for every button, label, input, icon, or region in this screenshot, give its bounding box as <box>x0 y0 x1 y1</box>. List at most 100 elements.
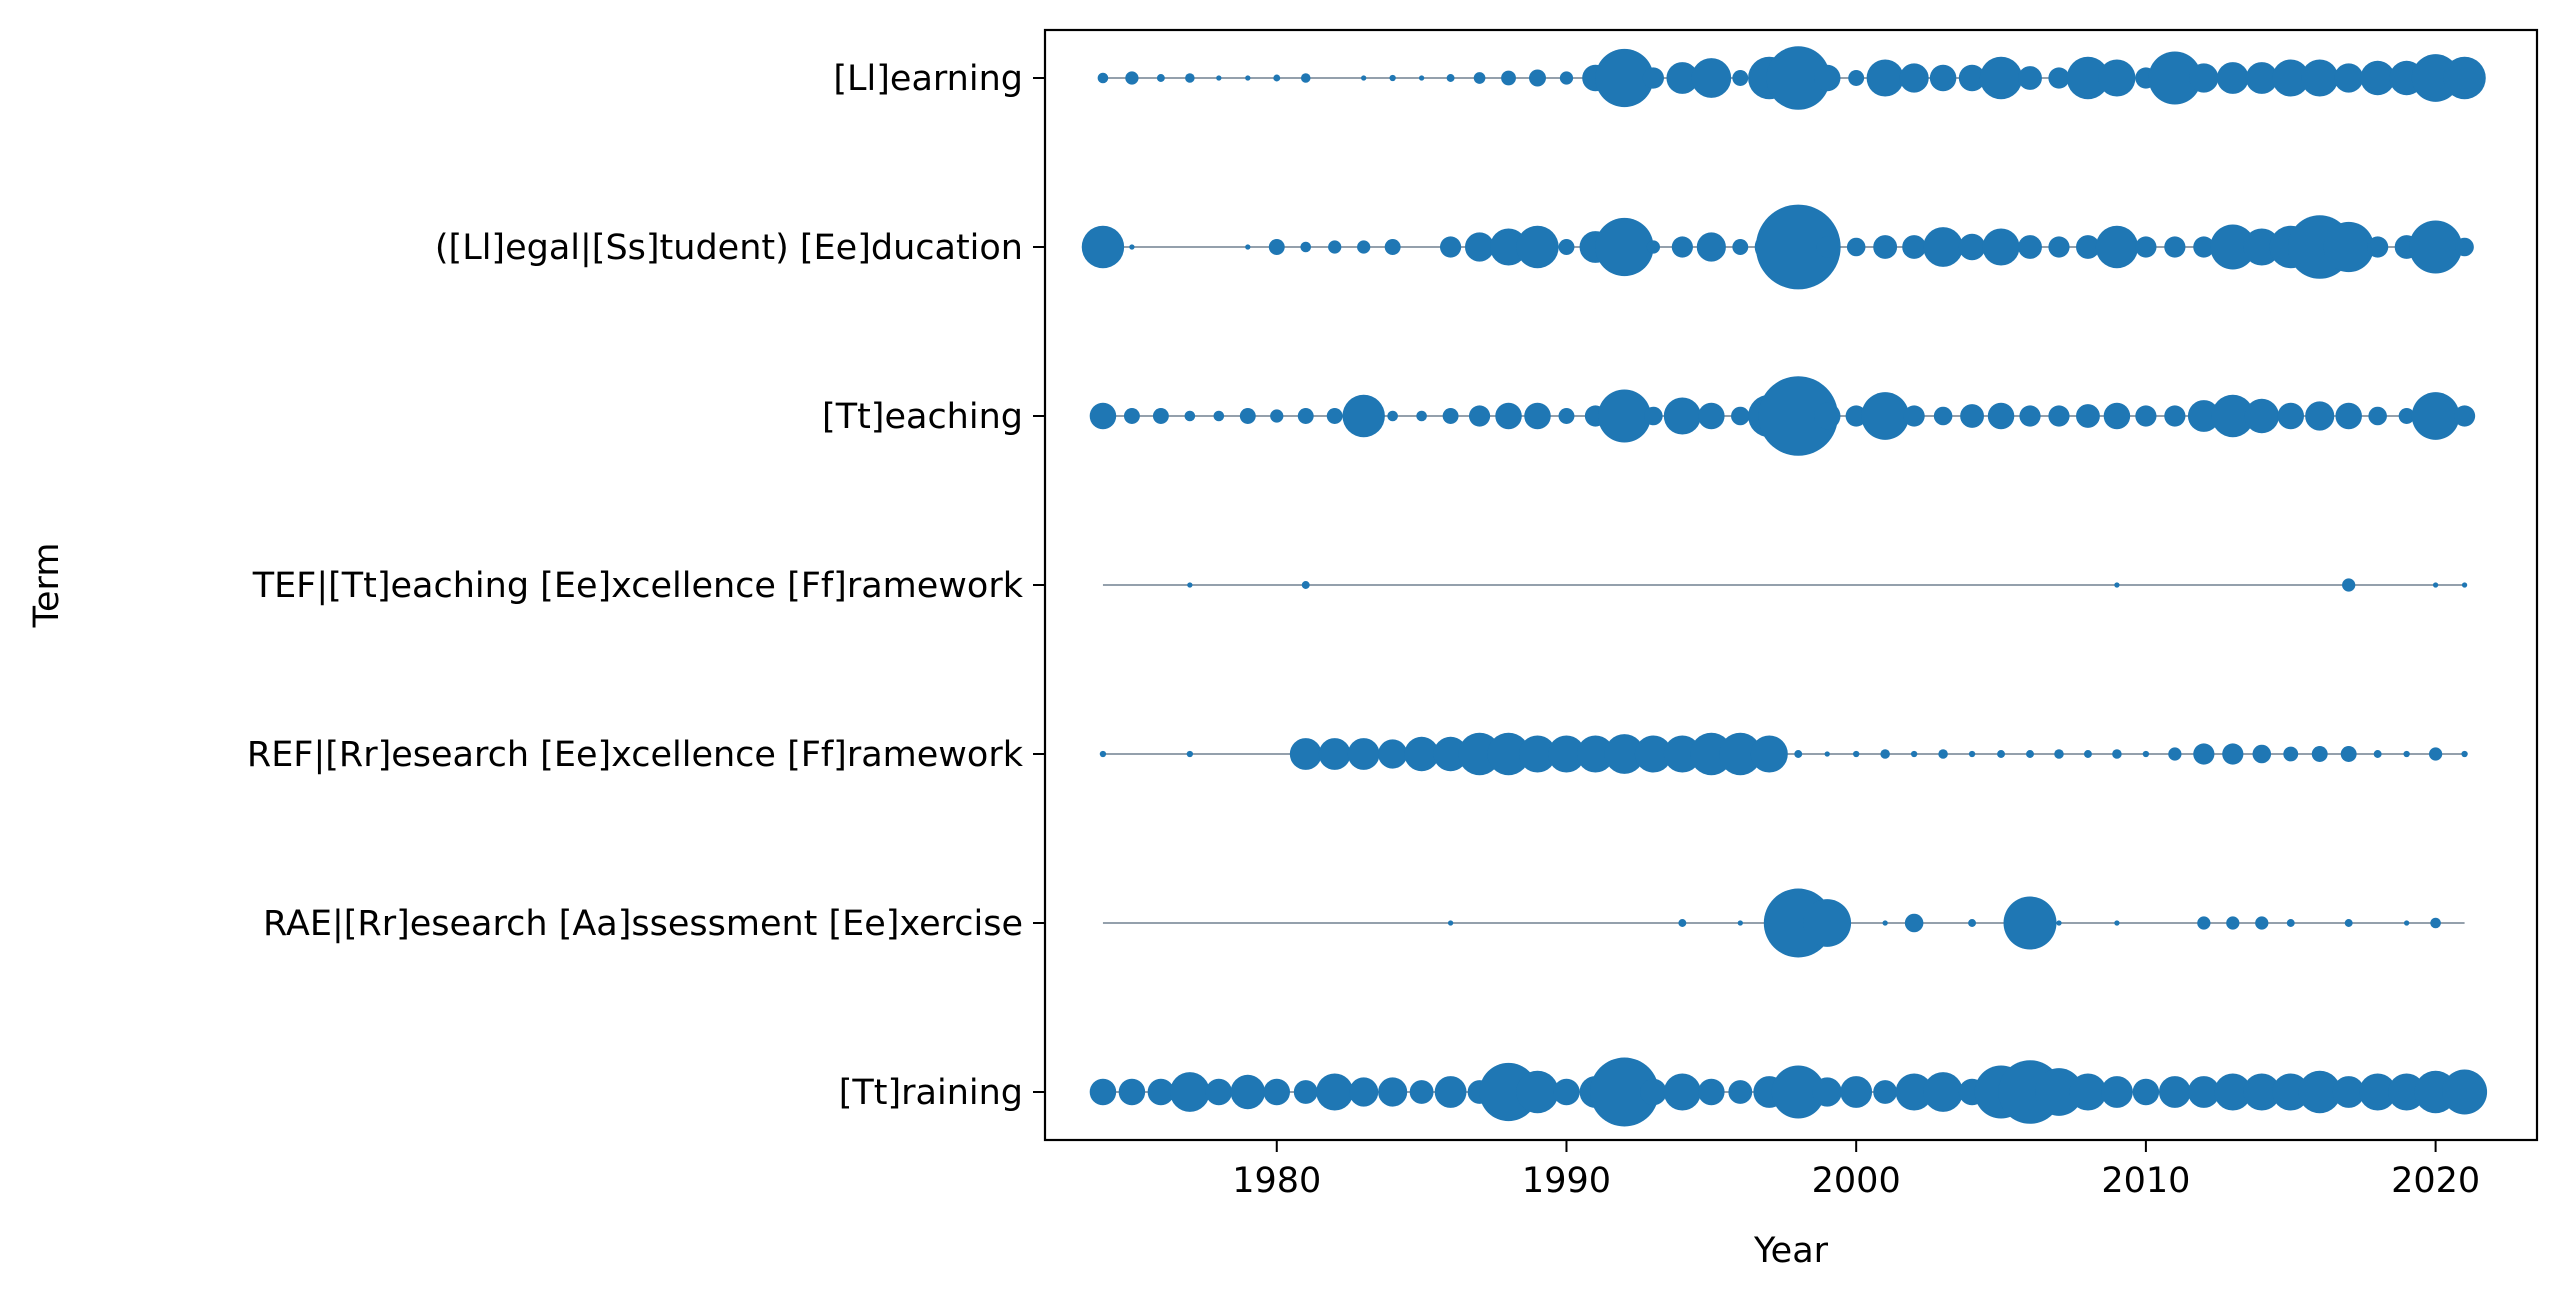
point-ll-egal-ss-tudent-ee-ducation-1999 <box>1816 236 1838 258</box>
point-ref-rr-esearch-ee-xcellence-ff-ramework-1992 <box>1604 734 1645 774</box>
point-ll-egal-ss-tudent-ee-ducation-2003 <box>1923 227 1963 267</box>
point-ll-egal-ss-tudent-ee-ducation-2009 <box>2095 225 2139 269</box>
point-tt-eaching-1985 <box>1416 410 1427 422</box>
point-rae-rr-esearch-aa-ssessment-ee-xercise-1986 <box>1447 920 1454 926</box>
point-ref-rr-esearch-ee-xcellence-ff-ramework-1991 <box>1576 735 1614 773</box>
point-tt-eaching-1989 <box>1524 402 1551 430</box>
point-ref-rr-esearch-ee-xcellence-ff-ramework-2002 <box>1910 750 1918 758</box>
y-tick-label-ll-egal-ss-tudent-ee-ducation: ([Ll]egal|[Ss]tudent) [Ee]ducation <box>435 228 1023 268</box>
point-tt-raining-1977 <box>1169 1072 1210 1112</box>
point-ref-rr-esearch-ee-xcellence-ff-ramework-1981 <box>1289 738 1322 770</box>
point-ref-rr-esearch-ee-xcellence-ff-ramework-1983 <box>1347 738 1380 770</box>
point-ll-earning-1974 <box>1097 72 1109 84</box>
point-ll-earning-2007 <box>2048 67 2070 89</box>
point-ll-earning-2006 <box>2018 66 2042 90</box>
point-tt-eaching-2018 <box>2368 406 2387 426</box>
point-rae-rr-esearch-aa-ssessment-ee-xercise-2009 <box>2114 920 2120 926</box>
point-ref-rr-esearch-ee-xcellence-ff-ramework-2009 <box>2112 749 2122 759</box>
point-tt-eaching-2021 <box>2453 405 2476 427</box>
point-ll-egal-ss-tudent-ee-ducation-2013 <box>2210 224 2256 270</box>
point-rae-rr-esearch-aa-ssessment-ee-xercise-1999 <box>1803 899 1852 947</box>
point-ll-earning-1989 <box>1529 69 1546 87</box>
point-tt-raining-1980 <box>1263 1078 1291 1106</box>
point-tt-eaching-1981 <box>1297 408 1314 424</box>
point-ll-egal-ss-tudent-ee-ducation-2017 <box>2323 221 2374 273</box>
point-tt-eaching-1996 <box>1731 406 1750 426</box>
point-ref-rr-esearch-ee-xcellence-ff-ramework-1977 <box>1186 750 1194 758</box>
point-rae-rr-esearch-aa-ssessment-ee-xercise-2015 <box>2286 919 2295 927</box>
point-ref-rr-esearch-ee-xcellence-ff-ramework-1994 <box>1663 735 1701 773</box>
point-tt-eaching-1999 <box>1813 402 1841 430</box>
point-tt-raining-2007 <box>2035 1068 2083 1116</box>
point-tt-raining-1995 <box>1698 1078 1725 1106</box>
point-tt-eaching-2005 <box>1987 402 2015 430</box>
point-tt-eaching-2001 <box>1861 392 1910 440</box>
point-tt-raining-1985 <box>1409 1080 1434 1104</box>
point-tt-raining-1992 <box>1589 1057 1659 1127</box>
y-tick-label-tt-eaching: [Tt]eaching <box>822 397 1023 437</box>
point-ll-earning-1990 <box>1559 71 1574 85</box>
point-ll-egal-ss-tudent-ee-ducation-1992 <box>1595 217 1654 277</box>
point-tt-eaching-1992 <box>1597 389 1651 443</box>
point-rae-rr-esearch-aa-ssessment-ee-xercise-2012 <box>2197 916 2211 930</box>
point-tef-tt-eaching-ee-xcellence-ff-ramework-2021 <box>2461 582 2468 588</box>
point-ref-rr-esearch-ee-xcellence-ff-ramework-2018 <box>2373 750 2382 758</box>
point-tt-eaching-1980 <box>1270 409 1284 423</box>
point-ll-earning-1996 <box>1732 70 1749 86</box>
point-ll-earning-2001 <box>1866 59 1904 97</box>
point-tt-eaching-1994 <box>1663 397 1701 435</box>
point-tt-eaching-1984 <box>1387 410 1398 422</box>
point-ll-egal-ss-tudent-ee-ducation-2008 <box>2076 235 2100 259</box>
point-tt-eaching-2004 <box>1960 404 1984 428</box>
point-tt-raining-1984 <box>1378 1077 1408 1107</box>
y-axis-title: Term <box>27 543 67 629</box>
x-tick-label-2010: 2010 <box>2101 1161 2190 1201</box>
point-tt-raining-2021 <box>2442 1069 2488 1115</box>
point-tt-raining-1986 <box>1434 1076 1467 1108</box>
x-axis-ticks: 1980 1990 2000 2010 2020 <box>1232 1140 2480 1201</box>
point-ref-rr-esearch-ee-xcellence-ff-ramework-1997 <box>1750 735 1788 773</box>
point-ref-rr-esearch-ee-xcellence-ff-ramework-1990 <box>1547 735 1586 773</box>
point-tt-eaching-2007 <box>2048 405 2070 427</box>
point-ll-egal-ss-tudent-ee-ducation-1974 <box>1081 225 1125 269</box>
point-ref-rr-esearch-ee-xcellence-ff-ramework-2011 <box>2168 747 2182 761</box>
point-ll-earning-2008 <box>2066 56 2110 100</box>
point-ll-earning-1987 <box>1473 72 1486 84</box>
point-rae-rr-esearch-aa-ssessment-ee-xercise-2004 <box>1968 919 1977 927</box>
point-tt-eaching-1976 <box>1152 408 1169 424</box>
point-tt-raining-2018 <box>2359 1073 2397 1111</box>
point-ll-egal-ss-tudent-ee-ducation-1996 <box>1732 239 1749 255</box>
point-ll-egal-ss-tudent-ee-ducation-2020 <box>2409 220 2463 274</box>
point-ll-earning-2021 <box>2443 56 2486 100</box>
point-ll-earning-2016 <box>2301 59 2339 97</box>
point-tt-eaching-1978 <box>1213 410 1225 422</box>
point-ll-earning-2009 <box>2098 59 2136 97</box>
point-tt-eaching-1993 <box>1644 406 1663 426</box>
point-ll-earning-2005 <box>1979 56 2023 100</box>
point-tef-tt-eaching-ee-xcellence-ff-ramework-2009 <box>2114 582 2120 588</box>
point-tef-tt-eaching-ee-xcellence-ff-ramework-2020 <box>2432 582 2439 588</box>
point-tt-raining-1996 <box>1728 1080 1753 1104</box>
point-ll-earning-1981 <box>1300 73 1311 83</box>
point-ll-earning-2011 <box>2148 51 2202 105</box>
point-ll-earning-1979 <box>1245 75 1251 81</box>
point-tt-raining-2014 <box>2243 1073 2281 1111</box>
point-ll-earning-1978 <box>1216 75 1222 81</box>
point-tt-raining-1999 <box>1812 1077 1842 1107</box>
point-tt-eaching-2003 <box>1933 406 1953 426</box>
point-tt-raining-2003 <box>1923 1072 1963 1112</box>
point-tt-raining-2017 <box>2332 1076 2365 1108</box>
point-ll-egal-ss-tudent-ee-ducation-2001 <box>1873 235 1898 259</box>
point-ll-egal-ss-tudent-ee-ducation-2012 <box>2193 236 2215 258</box>
point-rae-rr-esearch-aa-ssessment-ee-xercise-2002 <box>1904 913 1924 933</box>
point-ll-egal-ss-tudent-ee-ducation-1993 <box>1646 240 1661 254</box>
point-tt-eaching-2017 <box>2335 402 2362 430</box>
point-ll-earning-1988 <box>1501 70 1516 86</box>
y-axis-ticks: [Ll]earning ([Ll]egal|[Ss]tudent) [Ee]duc… <box>247 59 1045 1113</box>
point-ll-earning-2000 <box>1848 70 1865 86</box>
point-rae-rr-esearch-aa-ssessment-ee-xercise-1994 <box>1678 919 1687 927</box>
point-tt-raining-2010 <box>2132 1078 2160 1106</box>
point-ll-earning-1994 <box>1666 62 1699 94</box>
point-tt-eaching-1977 <box>1184 410 1196 422</box>
